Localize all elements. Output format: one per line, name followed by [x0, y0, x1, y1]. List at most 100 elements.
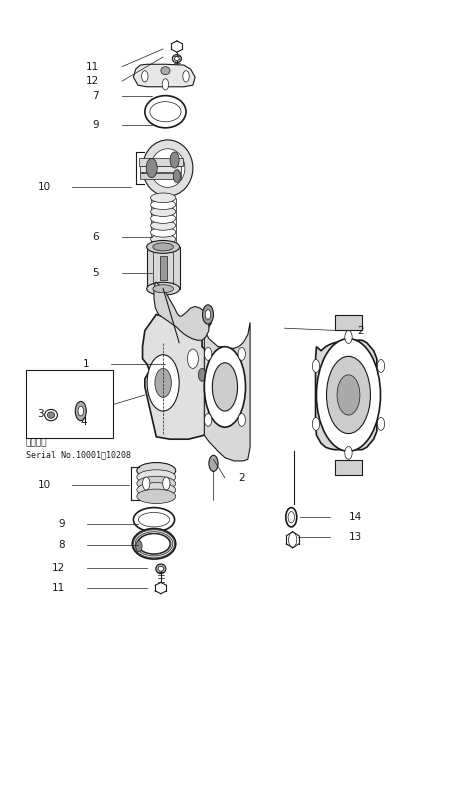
Ellipse shape: [151, 193, 176, 202]
Bar: [140, 172, 181, 179]
Ellipse shape: [132, 529, 176, 559]
Circle shape: [204, 413, 212, 426]
Circle shape: [173, 169, 180, 182]
Circle shape: [286, 508, 297, 527]
Ellipse shape: [145, 96, 186, 128]
Text: 2: 2: [358, 326, 364, 335]
Ellipse shape: [153, 243, 174, 251]
Ellipse shape: [151, 200, 176, 210]
Circle shape: [78, 406, 84, 416]
Polygon shape: [134, 64, 195, 87]
Circle shape: [345, 447, 352, 459]
Circle shape: [146, 159, 157, 177]
Circle shape: [187, 349, 198, 368]
Text: 14: 14: [348, 513, 362, 522]
Text: 13: 13: [348, 533, 362, 542]
Circle shape: [204, 347, 212, 360]
Circle shape: [209, 455, 218, 472]
Circle shape: [337, 375, 360, 415]
Text: 3: 3: [37, 409, 44, 419]
Circle shape: [289, 533, 297, 547]
Polygon shape: [143, 310, 220, 439]
Circle shape: [238, 413, 246, 426]
Circle shape: [142, 71, 148, 82]
Text: Serial No.10001～10208: Serial No.10001～10208: [26, 450, 131, 459]
Circle shape: [312, 359, 319, 372]
Ellipse shape: [172, 55, 181, 63]
Ellipse shape: [151, 221, 176, 231]
Text: 10: 10: [38, 182, 51, 193]
Ellipse shape: [138, 534, 170, 554]
Polygon shape: [154, 282, 209, 340]
Circle shape: [377, 418, 385, 430]
Ellipse shape: [150, 102, 181, 122]
Text: 12: 12: [86, 76, 99, 86]
Ellipse shape: [137, 463, 176, 479]
Ellipse shape: [137, 489, 176, 504]
Ellipse shape: [45, 409, 57, 421]
Text: 9: 9: [92, 120, 99, 131]
Circle shape: [136, 541, 142, 552]
Text: 2: 2: [239, 473, 245, 483]
Ellipse shape: [143, 140, 193, 196]
Text: 11: 11: [86, 62, 99, 72]
Circle shape: [162, 477, 170, 490]
Circle shape: [377, 359, 385, 372]
Ellipse shape: [151, 149, 185, 187]
Text: 10: 10: [38, 480, 51, 490]
Ellipse shape: [151, 241, 176, 251]
Circle shape: [326, 356, 370, 434]
Circle shape: [316, 339, 381, 451]
Text: 1: 1: [83, 359, 90, 369]
Circle shape: [238, 347, 246, 360]
Ellipse shape: [158, 567, 163, 571]
Circle shape: [312, 418, 319, 430]
Bar: [26, 370, 113, 438]
Text: 6: 6: [92, 232, 99, 243]
Circle shape: [75, 401, 86, 421]
Bar: [147, 247, 179, 289]
Ellipse shape: [139, 513, 169, 527]
Ellipse shape: [47, 412, 55, 418]
Ellipse shape: [174, 56, 179, 60]
Ellipse shape: [153, 285, 174, 293]
Text: 適用号機: 適用号機: [26, 438, 47, 447]
Ellipse shape: [213, 363, 237, 411]
Text: 9: 9: [58, 519, 65, 529]
Text: 12: 12: [51, 563, 65, 573]
Circle shape: [202, 305, 213, 324]
Ellipse shape: [134, 508, 174, 532]
Ellipse shape: [151, 207, 176, 217]
Bar: [139, 158, 183, 166]
Text: 7: 7: [92, 90, 99, 101]
Bar: [160, 256, 167, 280]
Circle shape: [205, 310, 211, 319]
Bar: [335, 460, 362, 475]
Ellipse shape: [151, 214, 176, 223]
Circle shape: [147, 355, 179, 411]
Circle shape: [155, 368, 171, 397]
Polygon shape: [315, 340, 377, 450]
Text: 4: 4: [81, 418, 87, 427]
Ellipse shape: [137, 483, 176, 497]
Circle shape: [288, 512, 295, 523]
Ellipse shape: [151, 227, 176, 237]
Ellipse shape: [161, 67, 170, 75]
Bar: [335, 315, 362, 330]
Circle shape: [143, 477, 150, 490]
Circle shape: [170, 152, 179, 168]
Ellipse shape: [147, 282, 179, 295]
Ellipse shape: [137, 470, 176, 484]
Ellipse shape: [147, 240, 179, 253]
Ellipse shape: [137, 476, 176, 491]
Circle shape: [162, 79, 168, 90]
Circle shape: [183, 71, 189, 82]
Text: 11: 11: [51, 583, 65, 593]
Text: 8: 8: [58, 540, 65, 550]
Polygon shape: [204, 322, 250, 461]
Text: 5: 5: [92, 268, 99, 278]
Circle shape: [345, 330, 352, 343]
Ellipse shape: [156, 564, 166, 574]
Circle shape: [198, 368, 206, 381]
Bar: [140, 166, 181, 172]
